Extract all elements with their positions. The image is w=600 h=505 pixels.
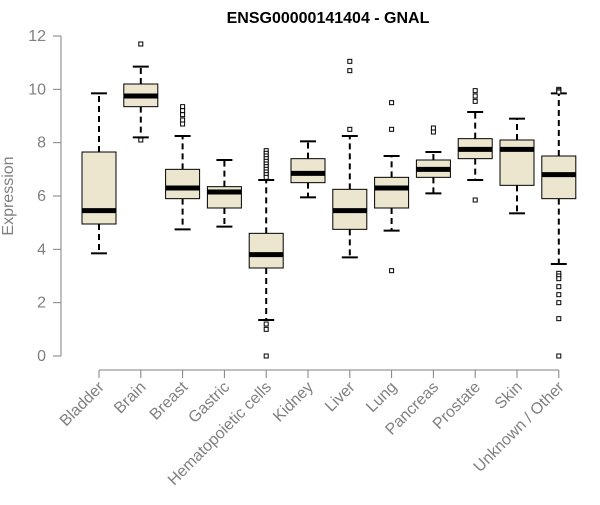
outlier-point: [180, 117, 186, 123]
y-tick-label: 0: [37, 348, 46, 365]
box-group: [499, 117, 535, 215]
y-tick-label: 8: [37, 135, 46, 152]
y-tick-label: 6: [37, 188, 46, 205]
x-tick-label: Kidney: [270, 379, 317, 426]
y-tick-label: 12: [28, 28, 46, 45]
outlier-point: [263, 321, 269, 327]
box-iqr: [165, 168, 201, 200]
outlier-point: [556, 284, 562, 290]
outlier-point: [180, 108, 186, 114]
x-tick-label: Skin: [492, 379, 526, 413]
outlier-point: [472, 93, 478, 99]
outlier-point: [556, 316, 562, 322]
outlier-point: [556, 300, 562, 306]
box-group: [415, 125, 451, 195]
outlier-point: [347, 126, 353, 132]
box-group: [81, 92, 117, 255]
boxes: [81, 41, 577, 359]
box-iqr: [541, 155, 577, 200]
chart-title: ENSG00000141404 - GNAL: [227, 10, 430, 27]
y-tick-label: 4: [37, 241, 46, 258]
box-group: [374, 100, 410, 274]
outlier-point: [556, 353, 562, 359]
outlier-point: [556, 89, 562, 95]
outlier-point: [138, 137, 144, 143]
outlier-point: [180, 104, 186, 110]
x-tick-label: Bladder: [57, 378, 108, 429]
outlier-point: [263, 353, 269, 359]
box-group: [290, 140, 326, 199]
box-group: [332, 58, 368, 259]
box-group: [165, 104, 201, 231]
outlier-point: [347, 58, 353, 64]
outlier-point: [347, 68, 353, 74]
outlier-point: [180, 112, 186, 118]
y-tick-label: 10: [28, 81, 46, 98]
box-iqr: [290, 158, 326, 184]
box-group: [541, 86, 577, 359]
outlier-point: [180, 121, 186, 127]
box-group: [123, 41, 159, 143]
outlier-point: [389, 268, 395, 274]
outlier-point: [472, 98, 478, 104]
box-group: [206, 159, 242, 228]
outlier-point: [263, 174, 269, 180]
y-tick-label: 2: [37, 295, 46, 312]
outlier-point: [263, 326, 269, 332]
outlier-point: [556, 276, 562, 282]
box-group: [457, 88, 493, 203]
box-iqr: [499, 139, 535, 186]
box-iqr: [374, 176, 410, 209]
x-tick-label: Lung: [363, 379, 400, 416]
outlier-point: [389, 100, 395, 106]
box-iqr: [248, 232, 284, 269]
outlier-point: [472, 197, 478, 203]
outlier-point: [472, 88, 478, 94]
x-tick-label: Liver: [322, 378, 359, 415]
box-group: [248, 148, 284, 359]
outlier-point: [556, 292, 562, 298]
outlier-point: [389, 126, 395, 132]
outlier-point: [430, 125, 436, 131]
x-tick-label: Brain: [111, 379, 149, 417]
outlier-point: [138, 41, 144, 47]
y-axis-title: Expression: [0, 156, 17, 235]
box-iqr: [81, 151, 117, 225]
outlier-point: [430, 129, 436, 135]
x-tick-label: Breast: [147, 378, 192, 423]
